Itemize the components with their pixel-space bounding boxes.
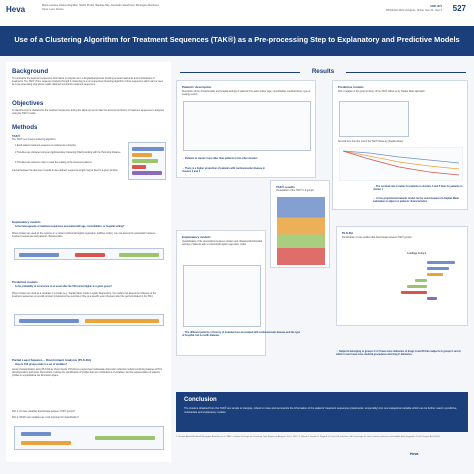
tak-step-1: 1 Each patient treatment sequence is mod…: [15, 145, 76, 147]
pls-text: Group characterization using PLS-DA as s…: [12, 369, 162, 378]
conclusion-text: The clusters obtained from the TAK® are …: [184, 407, 458, 414]
methods-heading: Methods: [12, 124, 38, 131]
diagram-bar: [19, 319, 79, 323]
timeline-bar: [132, 165, 146, 169]
results-divider-left: [180, 72, 300, 73]
patients-description-card: Patients' description Description of the…: [176, 80, 316, 178]
affiliation: Heva, Lyon, France: [42, 7, 64, 11]
loading-bar: [401, 291, 427, 294]
tak-results-heading: TAK® results: [276, 185, 295, 189]
conference-info: HSR 1071 ISPOR EU 2021 Congress, Online,…: [382, 5, 442, 12]
pls-part2: Part 2: Which care variables are most im…: [12, 417, 79, 419]
predictive-models-card: Predictive models Plot of relapse in the…: [332, 80, 468, 210]
plsda-card: PLS-DA Identification of care profiles t…: [336, 226, 468, 326]
left-column: Background To summarize the treatment se…: [6, 62, 171, 462]
diagram-bar: [21, 441, 71, 445]
top-bar: Heva Marie-Laurène Chaise-Regnillier, Ma…: [0, 0, 474, 26]
predictive-table: [339, 101, 409, 137]
patients-description-heading: Patients' description: [182, 85, 212, 89]
conference-name: ISPOR EU 2021 Congress, Online, Nov 30 -…: [385, 8, 442, 12]
diagram-bar: [21, 432, 51, 436]
predictive-question: → Is the probability of occurrence of an…: [12, 286, 112, 288]
timeline-bar: [132, 153, 152, 157]
tak-heading: TAK®: [12, 134, 21, 138]
plsda-text: Identification of care profiles that dis…: [342, 237, 412, 239]
tak-heatmap: [277, 197, 325, 265]
explanatory-table: [183, 265, 261, 327]
results-divider-right: [346, 72, 466, 73]
explanatory-heading: Explanatory models: [12, 220, 41, 224]
timeline-bar: [132, 159, 158, 163]
loading-bar: [427, 273, 443, 276]
loading-bar: [407, 285, 427, 288]
explanatory-bullet: → The different patterns of history of t…: [182, 331, 301, 338]
predictive-models-heading: Predictive models: [338, 85, 364, 89]
diagram-bar: [95, 436, 155, 440]
poster-title: Use of a Clustering Algorithm for Treatm…: [14, 35, 460, 44]
plsda-bullet: → Subjects belonging to groups 4 or 5 ha…: [336, 350, 462, 357]
loading-bar: [427, 297, 437, 300]
predictive-bullet-2: → A Cox-proportional hazards model can b…: [373, 197, 460, 204]
explanatory-diagram: [14, 248, 164, 260]
diagram-bar: [75, 253, 105, 257]
pls-heading: Partial Least Squares – Discriminant Ana…: [12, 358, 92, 362]
patients-description-text: Description of the characteristics and h…: [182, 91, 311, 97]
conclusion-box: Conclusion The clusters obtained from th…: [176, 392, 468, 432]
pls-diagram: [14, 426, 164, 450]
patients-bullet-2: → There is a higher proportion of patien…: [182, 167, 265, 174]
heva-logo: Heva: [6, 5, 26, 14]
tak-text: The TAK® is a 3 steps clustering algorit…: [12, 139, 56, 141]
pls-question: → How do TAK groups relate to a set of v…: [12, 364, 68, 366]
plsda-heading: PLS-DA: [342, 231, 354, 235]
conclusion-heading: Conclusion: [184, 397, 217, 403]
authors: Marie-Laurène Chaise-Regnillier, Martin …: [42, 4, 182, 11]
timeline-bar: [132, 147, 164, 151]
kaplan-meier-plot: [339, 147, 463, 181]
patients-table: [183, 101, 311, 151]
loading-bar: [427, 261, 455, 264]
loading-bar: [415, 279, 427, 282]
plsda-loadings: [397, 259, 463, 319]
explanatory-question: → Is the heterogeneity of treatment sequ…: [12, 226, 125, 228]
tak-step-3: 3 Timelines are sorted in order to ease …: [15, 162, 93, 164]
poster-number: 527: [452, 4, 466, 13]
background-text: To summarize the treatment sequences inf…: [12, 78, 163, 87]
explanatory-models-heading: Explanatory models: [182, 235, 211, 239]
diagram-bar: [119, 253, 159, 257]
background-heading: Background: [12, 68, 49, 75]
loading-bar: [427, 267, 449, 270]
title-bar: Use of a Clustering Algorithm for Treatm…: [0, 26, 474, 56]
pls-part1: Part 1: Do care variables discriminate b…: [12, 411, 76, 413]
objectives-text: To describe how to characterize the trea…: [12, 110, 164, 116]
tak-timeline-illustration: [128, 142, 166, 180]
tak-note: Interval between the last step 2 results…: [12, 170, 119, 172]
plsda-subtitle: Loadings Comp 1: [407, 253, 427, 255]
explanatory-models-card: Explanatory models Quantification of the…: [176, 230, 300, 356]
predictive-diagram: [14, 314, 164, 326]
timeline-bar: [132, 171, 162, 175]
explanatory-text: When clusters are used as the outcome in…: [12, 233, 156, 239]
tak-step-2: 2 Timelines are clustered using an Agglo…: [15, 152, 122, 154]
footer-logo: Heva: [410, 452, 419, 456]
explanatory-models-text: Quantification of the associations betwe…: [182, 241, 262, 247]
predictive-text: When clusters are used as a covariate in…: [12, 293, 157, 299]
patients-bullet-1: → Patients in cluster 3 are older than p…: [182, 157, 258, 160]
predictive-models-text: Plot of relapse in the group's history o…: [338, 91, 426, 93]
author-list: Marie-Laurène Chaise-Regnillier, Martin …: [42, 4, 159, 7]
references: 1. Nicolas Ajoulet-Barbaud, Bérangère Bo…: [176, 436, 441, 438]
tak-results-subtitle: Visualisation of the TAK® in 3 groups: [276, 190, 314, 192]
results-heading: Results: [311, 68, 335, 75]
predictive-subtitle: Survival time from the end of the TAK® f…: [338, 141, 404, 143]
predictive-heading: Predictive models: [12, 280, 38, 284]
objectives-heading: Objectives: [12, 100, 44, 107]
tak-results-card: TAK® results Visualisation of the TAK® i…: [270, 180, 330, 268]
diagram-bar: [85, 319, 159, 323]
diagram-bar: [19, 253, 59, 257]
poster-tag: HSR 1071: [430, 5, 442, 8]
predictive-bullet-1: → The survival rate is better for patien…: [373, 185, 463, 192]
